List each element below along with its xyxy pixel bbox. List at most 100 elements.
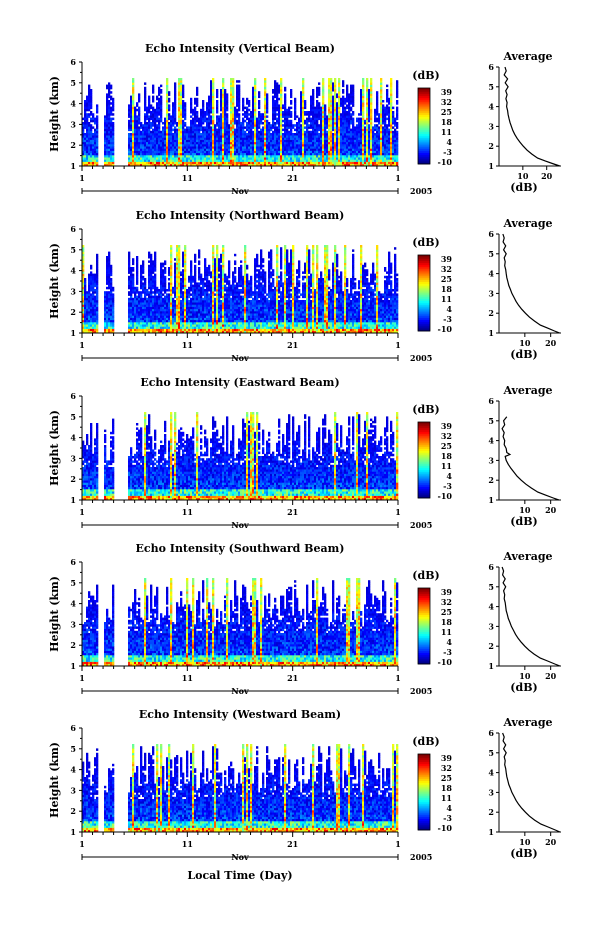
heat-cell <box>128 120 130 123</box>
heat-cell <box>190 133 192 136</box>
heat-cell <box>106 157 108 160</box>
heat-cell <box>172 124 174 127</box>
heat-cell <box>136 155 138 158</box>
heat-cell <box>94 122 96 125</box>
heat-cell <box>170 115 172 118</box>
heat-cell <box>144 144 146 147</box>
heat-cell <box>166 140 168 143</box>
heat-cell <box>182 148 184 151</box>
heat-cell <box>166 129 168 132</box>
heat-cell <box>84 140 86 143</box>
heat-cell <box>202 131 204 134</box>
heat-cell <box>132 159 134 162</box>
heat-cell <box>88 124 90 127</box>
heat-cell <box>206 113 208 116</box>
heat-cell <box>158 87 160 90</box>
heat-cell <box>180 124 182 127</box>
heat-cell <box>138 151 140 154</box>
heat-cell <box>162 157 164 160</box>
heat-cell <box>176 144 178 147</box>
heat-cell <box>148 146 150 149</box>
heat-cell <box>194 131 196 134</box>
heat-cell <box>110 157 112 160</box>
heat-cell <box>88 122 90 125</box>
heat-cell <box>136 153 138 156</box>
heat-cell <box>210 153 212 156</box>
heat-cell <box>196 120 198 123</box>
heat-cell <box>134 162 136 165</box>
heat-cell <box>206 109 208 112</box>
heat-cell <box>146 129 148 132</box>
heat-cell <box>168 151 170 154</box>
heat-cell <box>152 148 154 151</box>
heat-cell <box>190 137 192 140</box>
heat-cell <box>130 157 132 160</box>
heat-cell <box>136 135 138 138</box>
heat-cell <box>132 78 134 81</box>
heat-cell <box>182 111 184 114</box>
heat-cell <box>96 159 98 162</box>
heat-cell <box>168 115 170 118</box>
heat-cell <box>174 115 176 118</box>
heat-cell <box>172 120 174 123</box>
heat-cell <box>152 109 154 112</box>
heat-cell <box>128 151 130 154</box>
heat-cell <box>190 148 192 151</box>
heat-cell <box>112 153 114 156</box>
heat-cell <box>182 122 184 125</box>
heat-cell <box>166 157 168 160</box>
heat-cell <box>192 153 194 156</box>
heat-cell <box>214 144 216 147</box>
heat-cell <box>176 137 178 140</box>
heat-cell <box>154 148 156 151</box>
heat-cell <box>146 142 148 145</box>
heat-cell <box>166 85 168 88</box>
heat-cell <box>112 107 114 110</box>
heat-cell <box>212 115 214 118</box>
heat-cell <box>148 102 150 105</box>
heat-cell <box>178 80 180 83</box>
heat-cell <box>214 151 216 154</box>
heat-cell <box>106 100 108 103</box>
heat-cell <box>170 135 172 138</box>
heat-cell <box>216 148 218 151</box>
heat-cell <box>168 157 170 160</box>
heat-cell <box>132 89 134 92</box>
heat-cell <box>148 122 150 125</box>
heat-cell <box>90 159 92 162</box>
heat-cell <box>210 129 212 132</box>
heat-cell <box>144 102 146 105</box>
heat-cell <box>88 89 90 92</box>
heat-cell <box>172 107 174 110</box>
heat-cell <box>148 148 150 151</box>
heat-cell <box>106 124 108 127</box>
panel-0: Echo Intensity (Vertical Beam)123456Heig… <box>48 42 561 196</box>
heat-cell <box>172 155 174 158</box>
heat-cell <box>204 151 206 154</box>
heat-cell <box>132 87 134 90</box>
heat-cell <box>174 131 176 134</box>
heat-cell <box>154 151 156 154</box>
heat-cell <box>86 107 88 110</box>
heat-cell <box>144 113 146 116</box>
heat-cell <box>198 159 200 162</box>
heat-cell <box>144 126 146 128</box>
heat-cell <box>166 137 168 140</box>
heat-cell <box>158 89 160 92</box>
heat-cell <box>138 96 140 99</box>
heat-cell <box>190 111 192 114</box>
heat-cell <box>206 146 208 149</box>
heat-cell <box>200 118 202 121</box>
heat-cell <box>202 142 204 145</box>
heat-cell <box>186 162 188 165</box>
heat-cell <box>210 159 212 162</box>
heat-cell <box>210 85 212 88</box>
heat-cell <box>132 148 134 151</box>
heat-cell <box>188 140 190 143</box>
heat-cell <box>180 111 182 114</box>
heat-cell <box>182 104 184 107</box>
heat-cell <box>160 142 162 145</box>
heat-cell <box>200 137 202 140</box>
heat-cell <box>132 96 134 99</box>
heat-cell <box>192 162 194 165</box>
